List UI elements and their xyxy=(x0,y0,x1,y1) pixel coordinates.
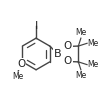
Text: Me: Me xyxy=(87,39,99,48)
Text: B: B xyxy=(54,49,62,59)
Text: Me: Me xyxy=(87,60,99,69)
Text: Me: Me xyxy=(75,71,86,80)
Text: I: I xyxy=(34,20,38,30)
Text: Me: Me xyxy=(75,28,86,37)
Text: O: O xyxy=(64,41,72,51)
Text: O: O xyxy=(17,59,25,69)
Text: O: O xyxy=(64,56,72,66)
Text: Me: Me xyxy=(13,72,24,81)
